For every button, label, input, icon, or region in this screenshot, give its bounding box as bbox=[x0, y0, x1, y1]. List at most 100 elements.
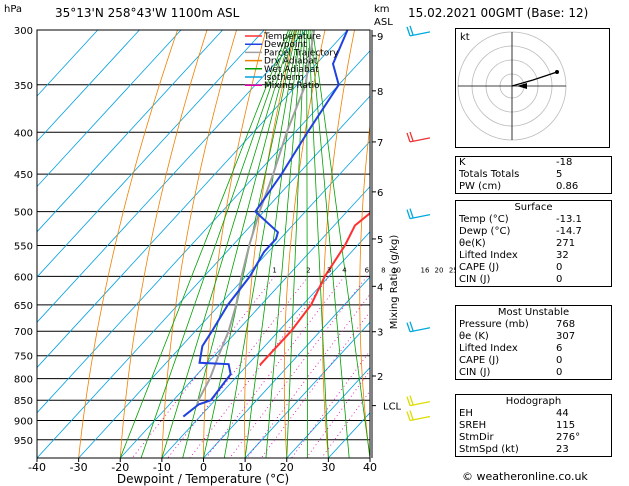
index-value: 276° bbox=[556, 432, 581, 443]
hodograph-endpoint bbox=[555, 70, 559, 74]
isotherm-line bbox=[37, 95, 370, 458]
index-row: K -18 bbox=[456, 157, 611, 169]
pressure-tick-label: 350 bbox=[14, 81, 33, 92]
hodograph-table: Hodograph EH 44 SREH 115 StmDir 276° StmSpd (k… bbox=[455, 394, 612, 457]
index-value: 0 bbox=[556, 355, 563, 366]
storm-motion-marker bbox=[517, 83, 527, 89]
index-value: -13.1 bbox=[556, 214, 582, 225]
index-row: Pressure (mb) 768 bbox=[456, 319, 611, 331]
x-tick-label: -10 bbox=[153, 461, 171, 474]
legend-label: Dewpoint bbox=[264, 40, 307, 50]
index-value: 0 bbox=[556, 367, 563, 378]
index-label: Temp (°C) bbox=[459, 214, 509, 225]
mixing-ratio-label: 3 bbox=[327, 266, 331, 274]
dewpoint-line bbox=[182, 30, 349, 418]
x-tick-label: 30 bbox=[321, 461, 335, 474]
index-row: CAPE (J) 0 bbox=[456, 262, 611, 274]
station-location: 35°13'N 258°43'W 1100m ASL bbox=[55, 6, 240, 20]
isotherm-line bbox=[119, 185, 370, 458]
height-tick-label: 5 bbox=[377, 235, 383, 246]
legend-label: Temperature bbox=[263, 32, 321, 42]
mixing-ratio-line bbox=[205, 276, 345, 458]
index-value: 5 bbox=[556, 169, 563, 180]
index-row: CIN (J) 0 bbox=[456, 367, 611, 379]
wet-adiabat-line bbox=[244, 30, 302, 458]
dry-adiabat-line bbox=[322, 30, 355, 458]
wind-barb-flag bbox=[409, 131, 414, 142]
height-tick-label: 6 bbox=[377, 188, 383, 199]
pressure-tick-label: 700 bbox=[14, 327, 33, 338]
index-row: Temp (°C) -13.1 bbox=[456, 214, 611, 226]
pressure-tick-label: 950 bbox=[14, 436, 33, 447]
index-row: CIN (J) 0 bbox=[456, 274, 611, 286]
isotherm-line bbox=[203, 276, 370, 458]
height-tick-label: 3 bbox=[377, 328, 383, 339]
wind-barb-flag bbox=[406, 396, 411, 406]
index-value: 271 bbox=[556, 238, 576, 249]
index-label: Totals Totals bbox=[459, 169, 520, 180]
wet-adiabat-line bbox=[306, 30, 308, 458]
isotherm-line bbox=[37, 30, 140, 142]
x-axis-title: Dewpoint / Temperature (°C) bbox=[117, 472, 289, 486]
isotherm-line bbox=[244, 321, 370, 458]
index-label: Lifted Index bbox=[459, 250, 518, 261]
pressure-tick-label: 300 bbox=[14, 26, 33, 37]
x-tick-label: 0 bbox=[200, 461, 207, 474]
wind-barb-flag bbox=[409, 321, 414, 331]
index-row: PW (cm) 0.86 bbox=[456, 181, 611, 193]
most-unstable-title: Most Unstable bbox=[497, 307, 570, 318]
height-tick-label: 8 bbox=[377, 87, 383, 98]
index-row: θe (K) 307 bbox=[456, 331, 611, 343]
index-row: StmDir 276° bbox=[456, 432, 611, 444]
mixing-ratio-label: 1 bbox=[272, 266, 276, 274]
height-axis-asl: ASL bbox=[374, 17, 393, 28]
hodograph-title: Hodograph bbox=[505, 396, 562, 407]
height-tick-label: 7 bbox=[377, 138, 383, 149]
mixing-ratio-label: 10 bbox=[392, 266, 401, 274]
isotherm-line bbox=[37, 50, 370, 414]
wind-barb-flag bbox=[409, 25, 414, 36]
x-tick-label: -30 bbox=[70, 461, 88, 474]
copyright-text: © weatheronline.co.uk bbox=[462, 470, 588, 483]
wind-barb-flag bbox=[406, 132, 411, 143]
x-tick-label: -40 bbox=[28, 461, 46, 474]
wind-barbs bbox=[406, 25, 431, 422]
wet-adiabat-line bbox=[119, 30, 289, 458]
x-tick-label: -20 bbox=[111, 461, 129, 474]
forecast-datetime: 15.02.2021 00GMT (Base: 12) bbox=[408, 6, 589, 20]
surface-section: Temp (°C) -13.1 Dewp (°C) -14.7 θe(K) 271 Lift… bbox=[456, 214, 611, 286]
index-row: EH 44 bbox=[456, 408, 611, 420]
chart-axes: 1 2 3 4 6 8 10 16 20 25hPa30035040045050055060065… bbox=[4, 4, 458, 486]
index-label: θe(K) bbox=[459, 238, 486, 249]
isotherm-line bbox=[37, 30, 265, 278]
pressure-tick-label: 850 bbox=[14, 396, 33, 407]
height-tick-label: 4 bbox=[377, 282, 383, 293]
temperature-line bbox=[259, 211, 370, 366]
mixing-ratio-label: 8 bbox=[381, 266, 385, 274]
dry-adiabat-line bbox=[620, 30, 629, 458]
index-row: Lifted Index 32 bbox=[456, 250, 611, 262]
index-value: 307 bbox=[556, 331, 576, 342]
index-label: Pressure (mb) bbox=[459, 319, 529, 330]
height-tick-label: 9 bbox=[377, 32, 383, 43]
wet-adiabat-line bbox=[161, 30, 293, 458]
index-table: K -18 Totals Totals 5 PW (cm) 0.86 bbox=[455, 156, 612, 194]
pressure-tick-label: 400 bbox=[14, 128, 33, 139]
wet-adiabat-line bbox=[182, 30, 295, 458]
wind-barb-shaft bbox=[409, 327, 431, 333]
x-tick-label: 40 bbox=[363, 461, 377, 474]
mixing-ratio-label: 16 bbox=[421, 266, 430, 274]
x-tick-label: 20 bbox=[280, 461, 294, 474]
pressure-tick-label: 500 bbox=[14, 208, 33, 219]
mixing-ratio-label: 25 bbox=[449, 266, 458, 274]
index-label: CIN (J) bbox=[459, 367, 491, 378]
index-value: 0.86 bbox=[556, 181, 579, 192]
wind-barb-flag bbox=[406, 322, 411, 332]
mixing-ratio-label: 4 bbox=[342, 266, 347, 274]
index-row: Dewp (°C) -14.7 bbox=[456, 226, 611, 238]
chart-traces bbox=[182, 30, 370, 418]
wet-adiabat-line bbox=[286, 30, 306, 458]
x-tick-label: 10 bbox=[238, 461, 252, 474]
